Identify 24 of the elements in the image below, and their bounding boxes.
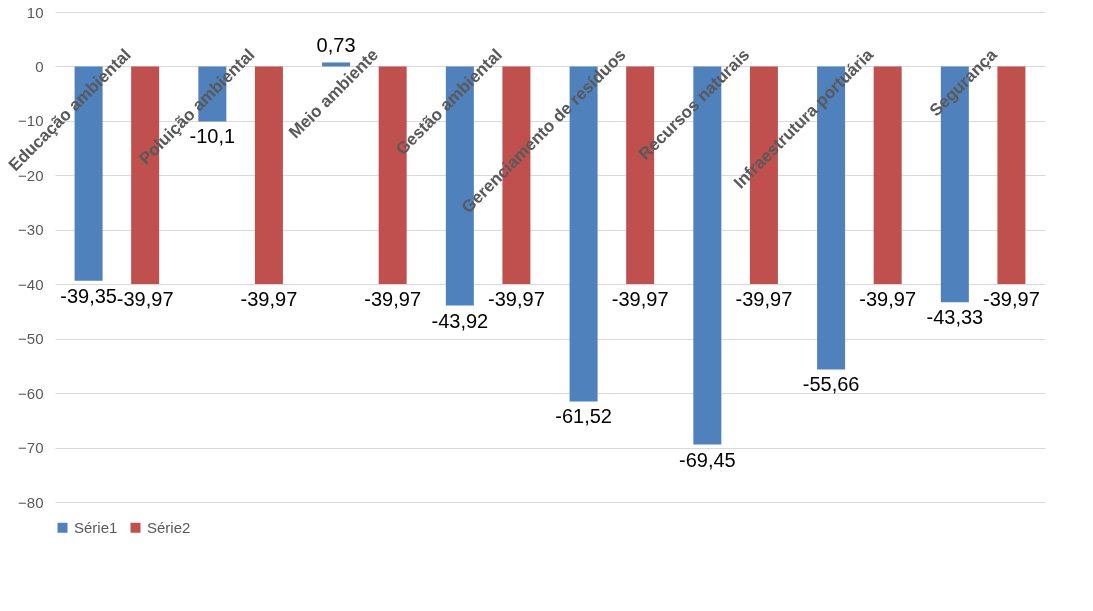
data-label: -69,45 bbox=[678, 448, 736, 471]
data-label: -61,52 bbox=[555, 405, 612, 428]
y-tick-label: −30 bbox=[18, 221, 44, 239]
data-label: -43,92 bbox=[431, 309, 489, 332]
data-label: -39,97 bbox=[116, 288, 174, 311]
y-tick-label: −50 bbox=[18, 330, 44, 348]
y-tick-label: −40 bbox=[18, 275, 44, 293]
legend-label: Série2 bbox=[147, 518, 191, 536]
y-tick-label: −60 bbox=[18, 384, 44, 402]
data-label: -55,66 bbox=[802, 373, 860, 396]
data-label: -39,97 bbox=[488, 288, 545, 311]
y-tick-label: 10 bbox=[26, 3, 44, 21]
y-tick-label: −70 bbox=[18, 439, 44, 457]
data-label: -39,97 bbox=[611, 288, 669, 311]
data-label: -43,33 bbox=[926, 306, 984, 329]
data-label: -39,97 bbox=[735, 288, 793, 311]
y-tick-label: 0 bbox=[35, 57, 44, 75]
data-label: -39,97 bbox=[983, 288, 1040, 311]
data-label: -39,97 bbox=[240, 288, 298, 311]
data-label: -39,97 bbox=[364, 288, 422, 311]
data-label: -39,35 bbox=[60, 284, 117, 307]
y-tick-label: −80 bbox=[18, 493, 44, 511]
data-label: -39,97 bbox=[859, 288, 917, 311]
legend-label: Série1 bbox=[74, 518, 118, 536]
